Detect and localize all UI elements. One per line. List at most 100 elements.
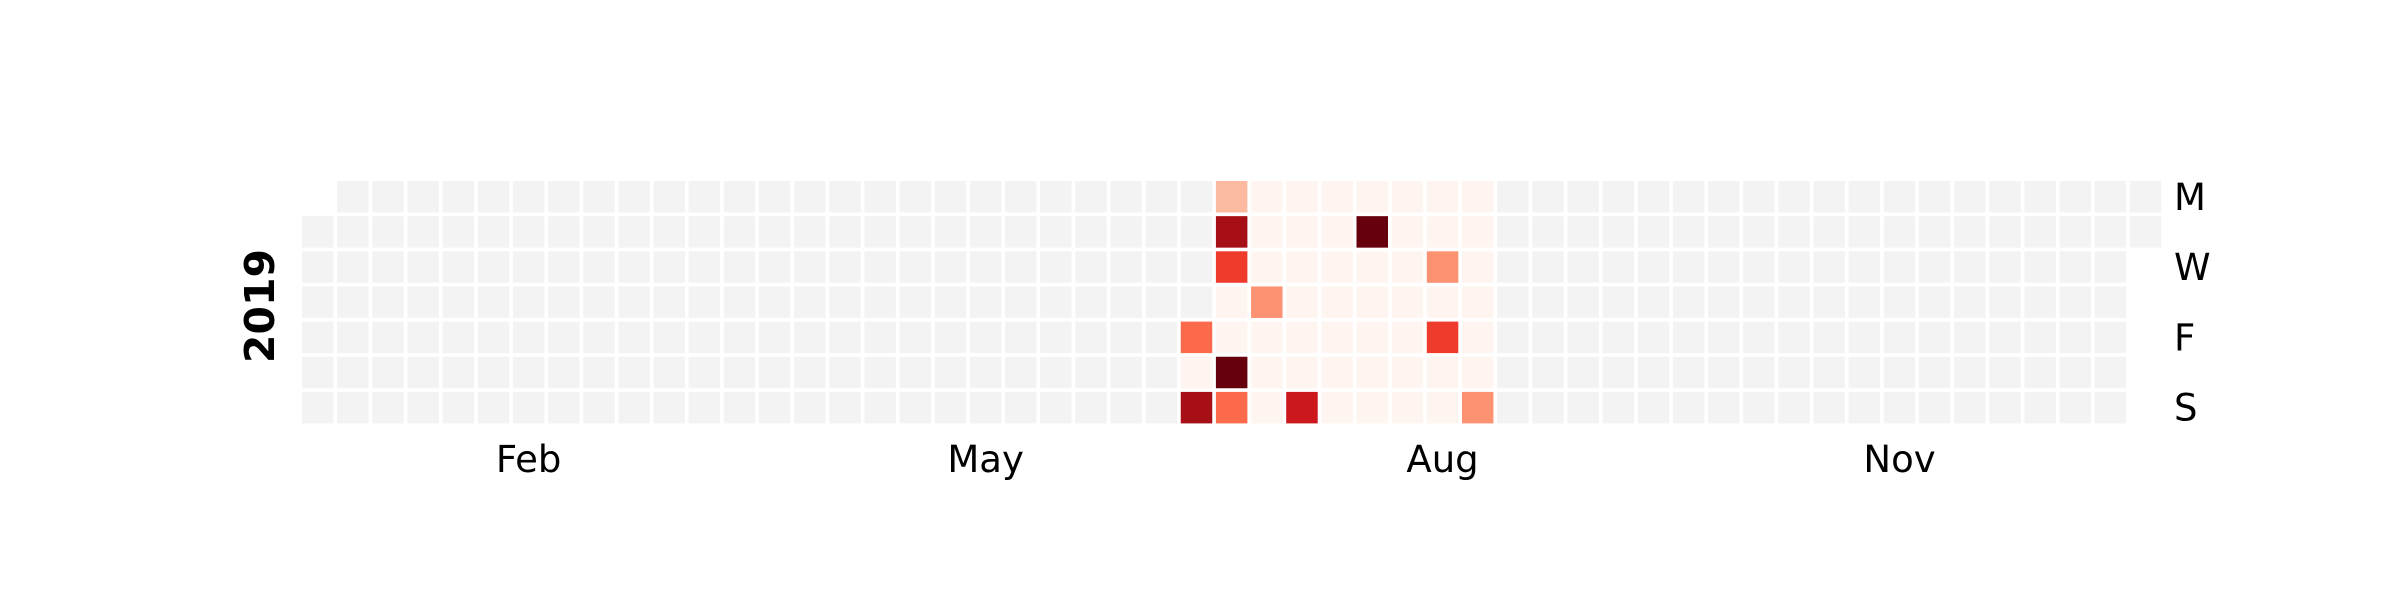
heatmap-cell: [1110, 216, 1142, 248]
heatmap-cell: [1075, 181, 1107, 213]
heatmap-cell: [758, 286, 791, 318]
heatmap-cell: [2024, 286, 2056, 318]
heatmap-cell: [2094, 356, 2127, 389]
heatmap-cell: [1110, 286, 1142, 318]
heatmap-cell: [1918, 216, 1951, 248]
heatmap-cell: [794, 356, 826, 389]
heatmap-cell: [1778, 286, 1810, 318]
heatmap-cell: [1251, 391, 1283, 424]
heatmap-cell: [2059, 181, 2091, 213]
heatmap-cell: [1215, 216, 1248, 248]
heatmap-cell: [477, 321, 510, 354]
heatmap-cell: [2094, 391, 2127, 424]
heatmap-cell: [1005, 216, 1037, 248]
heatmap-cell: [688, 251, 721, 283]
heatmap-cell: [1637, 216, 1670, 248]
heatmap-cell: [1989, 251, 2021, 283]
heatmap-cell: [1672, 216, 1705, 248]
heatmap-cell: [302, 391, 334, 424]
heatmap-cell: [1251, 286, 1283, 318]
heatmap-cell: [1461, 216, 1494, 248]
heatmap-cell: [864, 356, 896, 389]
heatmap-cell: [1848, 286, 1881, 318]
heatmap-cell: [1602, 216, 1635, 248]
heatmap-cell: [1426, 391, 1459, 424]
heatmap-cell: [1356, 216, 1388, 248]
heatmap-cell: [969, 181, 1002, 213]
heatmap-cell: [512, 286, 545, 318]
heatmap-cell: [1918, 356, 1951, 389]
heatmap-cell: [1497, 181, 1529, 213]
heatmap-cell: [372, 251, 404, 283]
heatmap-cell: [1813, 356, 1845, 389]
heatmap-cell: [1672, 251, 1705, 283]
heatmap-cell: [653, 356, 685, 389]
heatmap-cell: [1215, 181, 1248, 213]
heatmap-cell: [442, 181, 475, 213]
heatmap-cell: [794, 251, 826, 283]
heatmap-cell: [1040, 321, 1072, 354]
heatmap-cell: [372, 181, 404, 213]
heatmap-cell: [302, 321, 334, 354]
heatmap-cell: [1286, 181, 1318, 213]
heatmap-cell: [1110, 356, 1142, 389]
heatmap-cell: [1708, 286, 1740, 318]
heatmap-cell: [618, 321, 650, 354]
heatmap-cell: [2024, 251, 2056, 283]
month-tick-label: May: [947, 438, 1024, 481]
heatmap-cell: [407, 286, 439, 318]
heatmap-cell: [2024, 391, 2056, 424]
heatmap-cell: [1743, 216, 1775, 248]
heatmap-cell: [1391, 286, 1424, 318]
heatmap-cell: [1743, 356, 1775, 389]
heatmap-cell: [1286, 321, 1318, 354]
heatmap-cell: [512, 251, 545, 283]
heatmap-cell: [1532, 286, 1564, 318]
heatmap-cell: [2129, 216, 2162, 248]
heatmap-cell: [1708, 181, 1740, 213]
heatmap-cell: [1708, 356, 1740, 389]
heatmap-cell: [583, 216, 615, 248]
heatmap-cell: [618, 391, 650, 424]
heatmap-cell: [618, 286, 650, 318]
heatmap-cell: [1005, 286, 1037, 318]
heatmap-cell: [969, 356, 1002, 389]
heatmap-cell: [864, 321, 896, 354]
heatmap-cell: [372, 321, 404, 354]
heatmap-cell: [1180, 216, 1213, 248]
heatmap-cell: [1356, 286, 1388, 318]
heatmap-cell: [653, 391, 685, 424]
heatmap-cell: [583, 286, 615, 318]
heatmap-cell: [1989, 181, 2021, 213]
heatmap-cell: [2094, 251, 2127, 283]
heatmap-cell: [864, 216, 896, 248]
heatmap-cell: [899, 356, 932, 389]
heatmap-cell: [1251, 216, 1283, 248]
heatmap-cell: [1567, 321, 1599, 354]
heatmap-cell: [1848, 216, 1881, 248]
heatmap-cell: [1778, 181, 1810, 213]
heatmap-cell: [1075, 356, 1107, 389]
heatmap-cell: [1145, 356, 1178, 389]
heatmap-cell: [934, 286, 967, 318]
heatmap-cell: [1567, 181, 1599, 213]
heatmap-cell: [1286, 356, 1318, 389]
heatmap-cell: [723, 286, 756, 318]
heatmap-cell: [1075, 391, 1107, 424]
heatmap-cell: [1567, 286, 1599, 318]
heatmap-cell: [1778, 321, 1810, 354]
heatmap-cell: [1040, 251, 1072, 283]
heatmap-cell: [969, 251, 1002, 283]
heatmap-cell: [1954, 286, 1986, 318]
heatmap-cell: [2024, 356, 2056, 389]
heatmap-cell: [1567, 356, 1599, 389]
heatmap-cell: [477, 181, 510, 213]
heatmap-cell: [1637, 321, 1670, 354]
heatmap-cell: [1461, 286, 1494, 318]
heatmap-cell: [934, 181, 967, 213]
heatmap-cell: [302, 216, 334, 248]
heatmap-cell: [1918, 181, 1951, 213]
heatmap-cell: [1391, 181, 1424, 213]
heatmap-cell: [583, 391, 615, 424]
heatmap-cell: [1145, 181, 1178, 213]
